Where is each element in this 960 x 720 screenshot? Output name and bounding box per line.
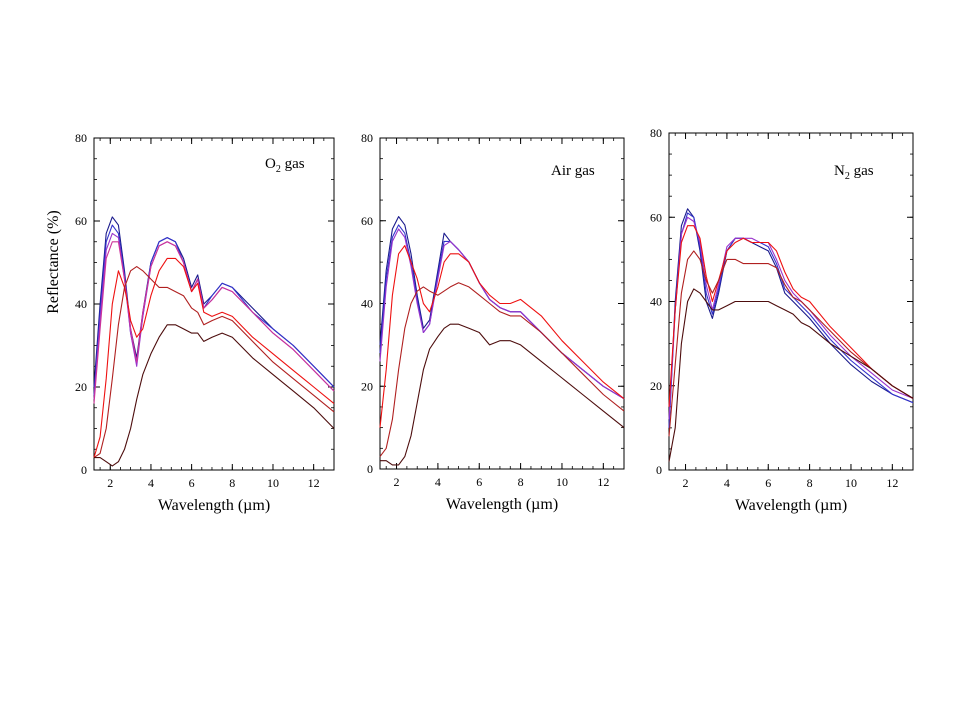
annotation-rest: gas [850,163,874,179]
series-line-6 [380,323,625,466]
series-line-5 [379,282,625,457]
chart-panel-2: 2 4 6 8 10 12 0 20 40 60 80 Wavelength (µm) Air gas [361,131,625,513]
series-line-4 [379,245,625,428]
x-tick-label: 6 [476,475,482,489]
x-axis-label: Wavelength (µm) [446,496,558,513]
x-tick-label: 6 [765,476,771,490]
y-tick-label: 80 [75,131,87,145]
series-line-1 [93,216,335,388]
x-tick-label: 4 [148,476,154,490]
series-line-3 [379,228,625,400]
x-tick-label: 4 [435,475,441,489]
y-tick-label: 80 [650,126,662,140]
annotation-subscript: 2 [276,164,281,175]
y-tick-label: 0 [656,463,662,477]
y-tick-label: 20 [361,379,373,393]
x-tick-label: 2 [107,476,113,490]
series-line-7 [94,324,335,467]
annotation-rest: gas [281,156,305,172]
x-tick-label: 8 [229,476,235,490]
x-axis-label: Wavelength (µm) [735,497,847,514]
y-tick-label: 40 [75,297,87,311]
panel-annotation: Air gas [551,163,595,179]
annotation-main: Air gas [551,163,595,179]
series-line-2 [668,212,914,428]
panel-annotation: O2 gas [265,156,305,175]
series-line-4 [668,225,914,407]
x-tick-label: 12 [597,475,609,489]
y-tick-label: 20 [650,379,662,393]
x-tick-label: 2 [394,475,400,489]
panel-annotation: N2 gas [834,163,874,182]
y-tick-label: 60 [361,214,373,228]
series-line-2 [379,224,625,400]
x-tick-label: 12 [886,476,898,490]
y-tick-label: 0 [81,463,87,477]
x-tick-label: 8 [518,475,524,489]
y-tick-label: 60 [75,214,87,228]
x-tick-label: 2 [683,476,689,490]
y-axis-label: Reflectance (%) [45,210,62,313]
plot-frame [93,137,335,471]
x-tick-label: 6 [189,476,195,490]
y-tick-label: 40 [361,297,373,311]
annotation-subscript: 2 [845,171,850,182]
series-line-5 [668,250,914,437]
series-line-1 [668,208,914,428]
x-axis-label: Wavelength (µm) [158,497,270,514]
series-line-5 [93,257,335,458]
x-tick-label: 10 [556,475,568,489]
x-tick-label: 10 [845,476,857,490]
series-line-4 [93,241,335,404]
annotation-main: O [265,156,276,172]
x-tick-label: 10 [267,476,279,490]
y-tick-label: 40 [650,295,662,309]
y-tick-label: 0 [367,462,373,476]
series-line-6 [668,288,914,462]
y-tick-label: 80 [361,131,373,145]
y-tick-label: 60 [650,210,662,224]
series-line-2 [93,224,335,396]
y-tick-label: 20 [75,380,87,394]
x-tick-label: 8 [807,476,813,490]
x-tick-label: 4 [724,476,730,490]
series-line-1 [379,216,625,400]
x-tick-label: 12 [308,476,320,490]
annotation-main: N [834,163,845,179]
series-line-6 [93,266,335,459]
series-line-3 [668,216,914,420]
